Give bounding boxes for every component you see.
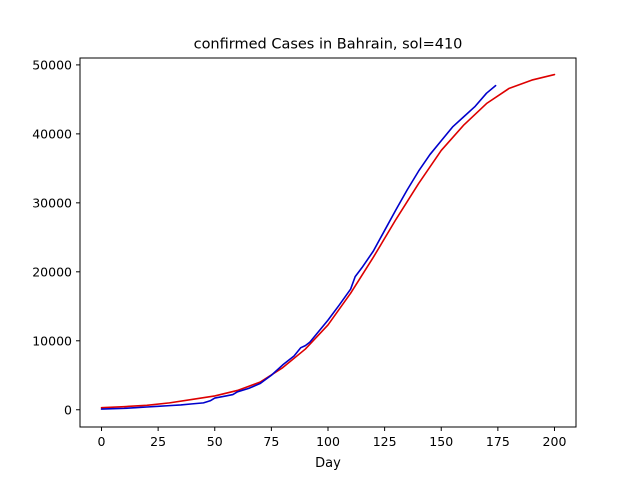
series-line-1: [100, 84, 497, 410]
y-tick-label: 50000: [32, 57, 72, 72]
y-tick-label: 10000: [32, 333, 72, 348]
plot-area: [100, 73, 556, 410]
x-axis-label: Day: [315, 456, 341, 471]
y-tick-label: 20000: [32, 264, 72, 279]
y-tick-label: 30000: [32, 195, 72, 210]
chart-title: confirmed Cases in Bahrain, sol=410: [194, 37, 463, 53]
x-tick-label: 125: [373, 434, 397, 449]
x-tick-label: 175: [486, 434, 510, 449]
x-tick-label: 100: [316, 434, 340, 449]
x-tick-label: 150: [429, 434, 453, 449]
x-tick-label: 200: [543, 434, 567, 449]
x-tick-label: 0: [98, 434, 106, 449]
y-tick-label: 40000: [32, 126, 72, 141]
series-line-2: [100, 73, 556, 409]
x-tick-label: 75: [263, 434, 279, 449]
axis-ticks: 0 25 50 75 100 125 150 175 200 0 10000 20000 30000 40…: [32, 57, 566, 449]
x-tick-label: 25: [150, 434, 166, 449]
axes-frame: [79, 57, 577, 428]
x-tick-label: 50: [207, 434, 223, 449]
y-tick-label: 0: [64, 402, 72, 417]
